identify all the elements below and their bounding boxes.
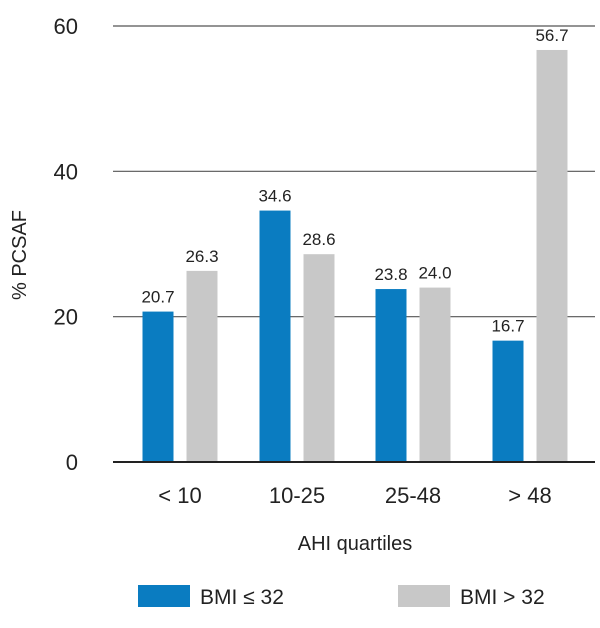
- bar: [259, 210, 291, 462]
- data-label: 28.6: [302, 230, 335, 249]
- y-tick-label: 40: [54, 159, 78, 184]
- y-tick-label: 20: [54, 305, 78, 330]
- data-label: 34.6: [258, 187, 291, 206]
- legend-swatch-bmi-low: [138, 585, 190, 607]
- y-tick-label: 60: [54, 14, 78, 39]
- y-tick-label: 0: [66, 450, 78, 475]
- y-axis-ticks: 0 20 40 60: [54, 14, 78, 475]
- data-label: 16.7: [491, 317, 524, 336]
- bar: [492, 340, 524, 462]
- legend-label-bmi-low: BMI ≤ 32: [200, 586, 284, 609]
- legend-label-bmi-high: BMI > 32: [460, 586, 545, 609]
- data-label: 24.0: [418, 264, 451, 283]
- bar: [536, 49, 568, 462]
- x-tick-label: 10-25: [269, 483, 325, 508]
- legend-swatch-bmi-high: [398, 585, 450, 607]
- data-labels: 20.7 26.3 34.6 28.6 23.8 24.0 16.7 56.7: [141, 26, 568, 336]
- bar: [303, 254, 335, 462]
- legend: BMI ≤ 32 BMI > 32: [138, 585, 545, 609]
- y-axis-title: % PCSAF: [9, 210, 31, 300]
- data-label: 56.7: [535, 26, 568, 45]
- data-label: 20.7: [141, 288, 174, 307]
- x-axis-title: AHI quartiles: [298, 533, 413, 555]
- x-tick-label: < 10: [158, 483, 201, 508]
- x-tick-label: > 48: [508, 483, 551, 508]
- bar: [375, 289, 407, 462]
- grid-lines: [113, 25, 595, 318]
- data-label: 26.3: [185, 247, 218, 266]
- bar: [142, 311, 174, 462]
- data-label: 23.8: [374, 265, 407, 284]
- bar: [419, 287, 451, 462]
- bar: [186, 270, 218, 462]
- bars: [142, 49, 568, 462]
- x-axis-ticks: < 10 10-25 25-48 > 48: [158, 483, 551, 508]
- x-tick-label: 25-48: [385, 483, 441, 508]
